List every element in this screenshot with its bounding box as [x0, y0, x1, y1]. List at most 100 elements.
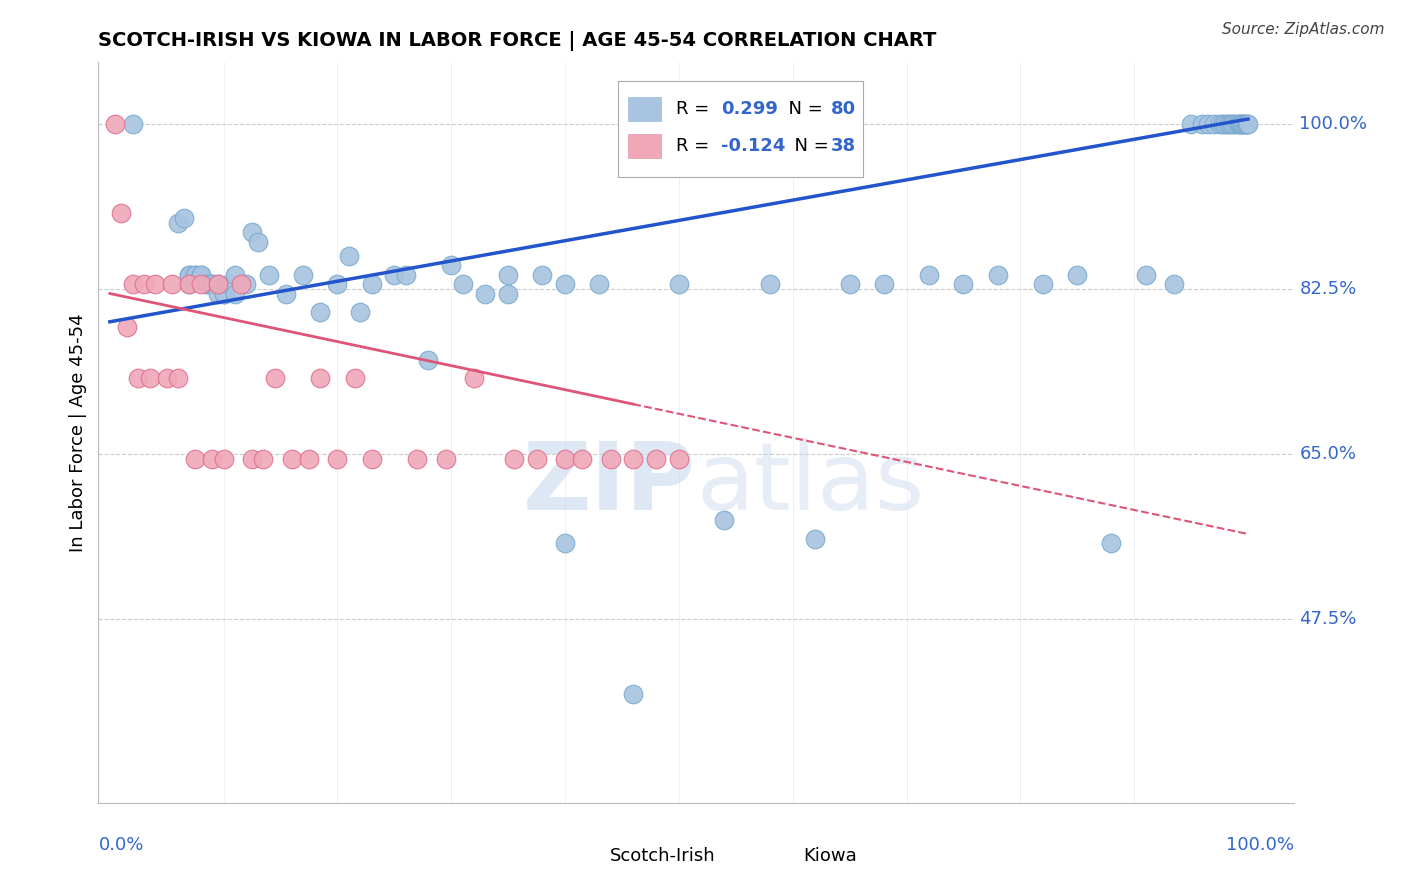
Point: [713, 513, 735, 527]
Text: 38: 38: [831, 137, 856, 155]
Point: [218, 277, 240, 291]
Point: [1163, 277, 1185, 291]
Point: [571, 451, 593, 466]
Point: [382, 268, 405, 282]
Point: [1191, 117, 1213, 131]
Point: [588, 277, 610, 291]
Point: [1236, 117, 1258, 131]
Point: [190, 268, 212, 282]
Point: [224, 286, 246, 301]
Point: [201, 277, 224, 291]
Point: [195, 277, 218, 291]
Point: [246, 235, 269, 249]
Point: [496, 286, 519, 301]
Point: [502, 451, 524, 466]
Text: 65.0%: 65.0%: [1299, 445, 1357, 463]
Point: [104, 117, 127, 131]
Point: [235, 277, 257, 291]
Point: [1230, 117, 1253, 131]
Point: [292, 268, 315, 282]
Point: [190, 277, 212, 291]
Point: [451, 277, 474, 291]
Point: [337, 249, 360, 263]
Point: [115, 319, 138, 334]
Point: [621, 687, 644, 701]
FancyBboxPatch shape: [628, 97, 661, 121]
Point: [1237, 117, 1260, 131]
FancyBboxPatch shape: [628, 135, 661, 158]
Point: [554, 277, 576, 291]
Point: [201, 277, 224, 291]
Point: [474, 286, 496, 301]
Point: [132, 277, 155, 291]
Point: [207, 277, 229, 291]
Point: [838, 277, 860, 291]
Point: [496, 268, 519, 282]
Point: [281, 451, 304, 466]
Text: Source: ZipAtlas.com: Source: ZipAtlas.com: [1222, 22, 1385, 37]
Point: [360, 277, 382, 291]
Text: N =: N =: [778, 100, 828, 118]
Point: [599, 451, 621, 466]
Text: 47.5%: 47.5%: [1299, 610, 1357, 628]
Point: [952, 277, 974, 291]
Text: SCOTCH-IRISH VS KIOWA IN LABOR FORCE | AGE 45-54 CORRELATION CHART: SCOTCH-IRISH VS KIOWA IN LABOR FORCE | A…: [98, 31, 936, 51]
FancyBboxPatch shape: [553, 844, 600, 868]
Point: [179, 277, 201, 291]
Point: [1233, 117, 1256, 131]
Text: N =: N =: [783, 137, 835, 155]
Point: [1227, 117, 1250, 131]
Point: [873, 277, 896, 291]
Point: [179, 277, 201, 291]
Point: [240, 225, 263, 239]
Point: [1216, 117, 1239, 131]
Point: [167, 371, 190, 385]
Point: [184, 268, 207, 282]
Point: [212, 286, 235, 301]
Point: [668, 277, 690, 291]
Point: [1032, 277, 1054, 291]
Point: [1135, 268, 1157, 282]
Y-axis label: In Labor Force | Age 45-54: In Labor Force | Age 45-54: [69, 313, 87, 552]
Point: [463, 371, 485, 385]
Text: atlas: atlas: [696, 439, 924, 531]
Point: [1223, 117, 1246, 131]
Point: [184, 451, 207, 466]
Text: 100.0%: 100.0%: [1226, 836, 1294, 855]
Point: [179, 268, 201, 282]
Text: Kiowa: Kiowa: [804, 847, 858, 865]
Text: 80: 80: [831, 100, 856, 118]
Point: [1226, 117, 1249, 131]
Point: [804, 532, 827, 546]
Point: [121, 277, 143, 291]
Point: [1219, 117, 1241, 131]
Point: [554, 451, 576, 466]
Point: [212, 286, 235, 301]
Point: [1234, 117, 1257, 131]
Point: [621, 451, 644, 466]
Point: [201, 451, 224, 466]
Point: [759, 277, 782, 291]
Text: 100.0%: 100.0%: [1299, 115, 1368, 133]
Point: [173, 211, 195, 225]
Point: [1212, 117, 1234, 131]
Point: [156, 371, 179, 385]
Point: [257, 268, 280, 282]
Point: [195, 277, 218, 291]
Point: [987, 268, 1010, 282]
Point: [1066, 268, 1088, 282]
Point: [167, 216, 190, 230]
Point: [918, 268, 941, 282]
Point: [207, 286, 229, 301]
Point: [1213, 117, 1236, 131]
Point: [184, 268, 207, 282]
Point: [645, 451, 668, 466]
Point: [162, 277, 184, 291]
Point: [554, 536, 576, 550]
Point: [326, 451, 349, 466]
Point: [138, 371, 160, 385]
Text: 82.5%: 82.5%: [1299, 280, 1357, 298]
Point: [298, 451, 321, 466]
Point: [1229, 117, 1251, 131]
Text: R =: R =: [676, 100, 714, 118]
